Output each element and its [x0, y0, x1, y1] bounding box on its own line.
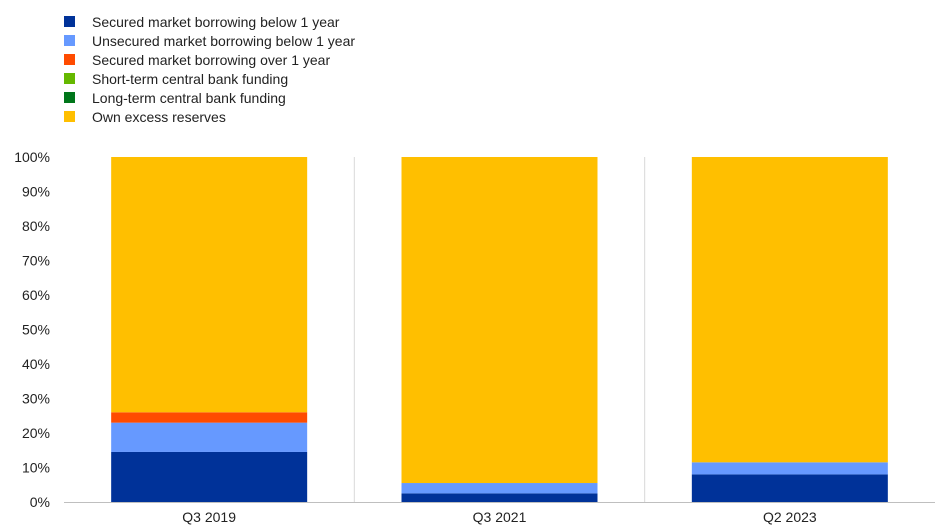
y-tick-label: 100% — [14, 149, 50, 165]
legend-swatch — [64, 92, 75, 103]
legend-swatch — [64, 16, 75, 27]
legend-item-secured-over-1y: Secured market borrowing over 1 year — [64, 50, 355, 69]
bar-segment — [111, 157, 308, 413]
y-tick-label: 10% — [22, 460, 50, 476]
bar-segment — [401, 157, 598, 484]
chart-legend: Secured market borrowing below 1 year Un… — [64, 12, 355, 126]
bar-segment — [691, 157, 888, 463]
y-tick-label: 70% — [22, 253, 50, 269]
y-tick-label: 50% — [22, 322, 50, 338]
legend-swatch — [64, 54, 75, 65]
legend-item-short-term-cb-funding: Short-term central bank funding — [64, 69, 355, 88]
y-tick-label: 0% — [30, 494, 50, 510]
legend-label: Short-term central bank funding — [92, 70, 289, 87]
x-tick-label: Q2 2023 — [763, 509, 817, 525]
legend-label: Unsecured market borrowing below 1 year — [92, 32, 356, 49]
y-tick-label: 40% — [22, 356, 50, 372]
legend-label: Long-term central bank funding — [92, 89, 286, 106]
bar-segment — [111, 422, 308, 452]
y-tick-label: 30% — [22, 391, 50, 407]
legend-item-own-excess-reserves: Own excess reserves — [64, 107, 355, 126]
x-tick-label: Q3 2019 — [182, 509, 236, 525]
y-tick-label: 80% — [22, 218, 50, 234]
legend-label: Secured market borrowing over 1 year — [92, 51, 331, 68]
x-tick-label: Q3 2021 — [473, 509, 527, 525]
legend-swatch — [64, 73, 75, 84]
legend-label: Secured market borrowing below 1 year — [92, 13, 340, 30]
bar-segment — [691, 462, 888, 475]
legend-item-unsecured-below-1y: Unsecured market borrowing below 1 year — [64, 31, 355, 50]
bar-segment — [401, 483, 598, 494]
legend-label: Own excess reserves — [92, 108, 226, 125]
bar-segment — [111, 412, 308, 423]
legend-swatch — [64, 35, 75, 46]
legend-item-secured-below-1y: Secured market borrowing below 1 year — [64, 12, 355, 31]
y-tick-label: 20% — [22, 425, 50, 441]
bar-segment — [691, 474, 888, 502]
y-tick-label: 60% — [22, 287, 50, 303]
legend-swatch — [64, 111, 75, 122]
bar-segment — [401, 493, 598, 502]
y-tick-label: 90% — [22, 184, 50, 200]
legend-item-long-term-cb-funding: Long-term central bank funding — [64, 88, 355, 107]
bar-segment — [111, 451, 308, 502]
